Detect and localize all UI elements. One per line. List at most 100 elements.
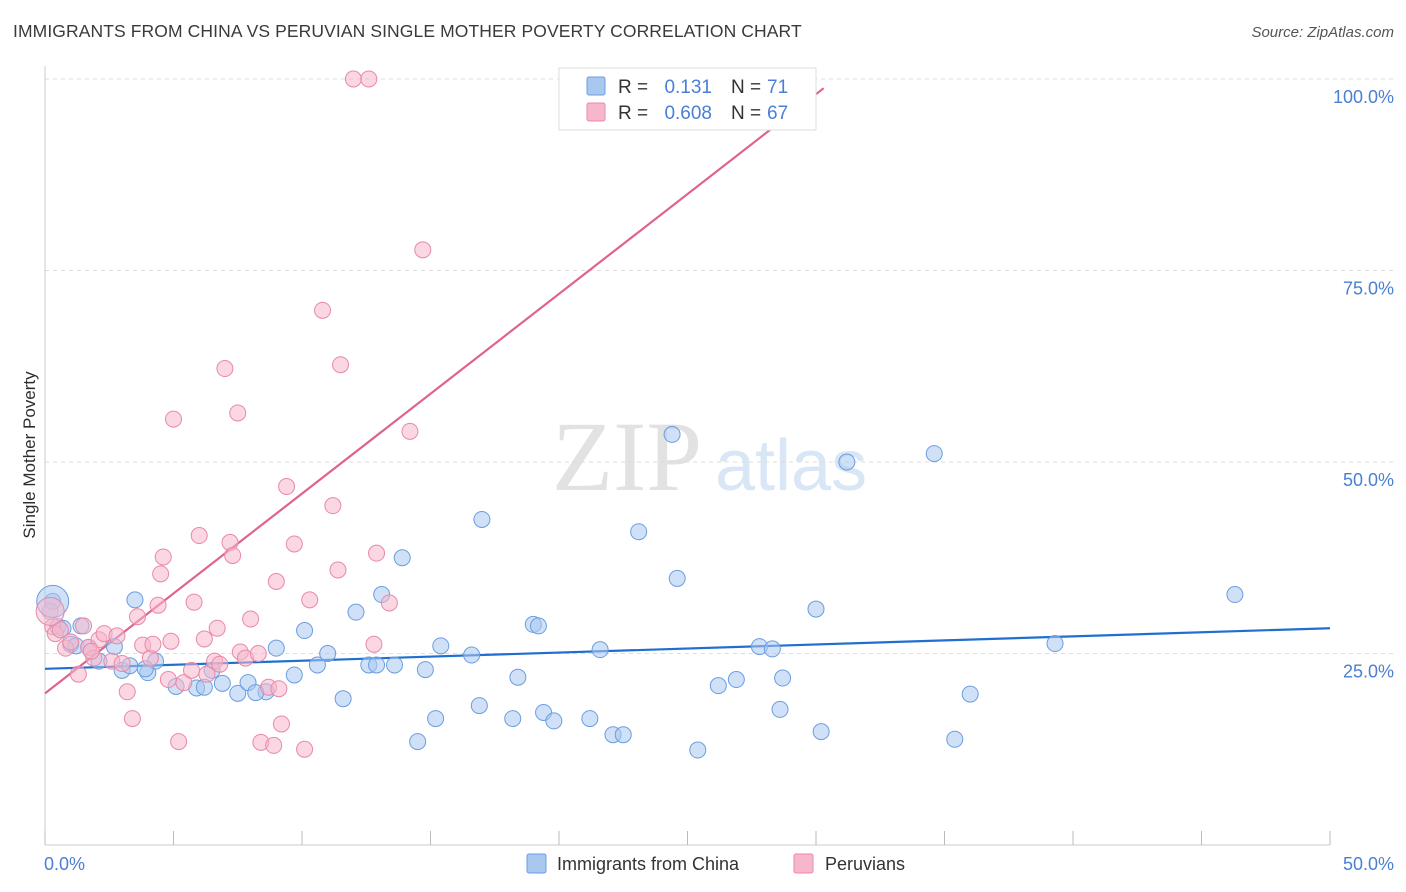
scatter-points xyxy=(35,70,1244,759)
point-peruvians xyxy=(332,356,350,374)
point-peruvians xyxy=(324,497,342,515)
point-china xyxy=(126,591,144,609)
point-peruvians xyxy=(285,535,303,553)
point-china xyxy=(427,710,445,728)
bottom-legend-swatch-peruvians xyxy=(793,853,814,874)
point-peruvians xyxy=(62,633,80,651)
point-peruvians xyxy=(368,544,386,562)
point-china xyxy=(393,549,411,567)
legend-n-label-peruvians: N = xyxy=(731,103,761,124)
point-peruvians xyxy=(182,661,200,679)
point-peruvians xyxy=(216,360,234,378)
grid-lines xyxy=(45,78,1395,654)
chart-title: IMMIGRANTS FROM CHINA VS PERUVIAN SINGLE… xyxy=(13,21,802,41)
point-china xyxy=(463,646,481,664)
point-peruvians xyxy=(265,736,283,754)
y-tick-label: 50.0% xyxy=(1343,470,1394,490)
x-tick-label: 50.0% xyxy=(1343,854,1394,874)
point-peruvians xyxy=(344,70,362,88)
point-china xyxy=(529,617,547,635)
point-peruvians xyxy=(51,621,69,639)
point-china xyxy=(807,600,825,618)
point-china xyxy=(545,712,563,730)
point-china xyxy=(838,453,856,471)
point-china xyxy=(727,671,745,689)
trend-line-china xyxy=(44,627,1331,670)
point-china xyxy=(630,523,648,541)
trend-lines xyxy=(44,87,1331,695)
point-china xyxy=(368,656,386,674)
point-china xyxy=(285,666,303,684)
point-peruvians xyxy=(185,593,203,611)
legend-n-label-china: N = xyxy=(731,77,761,98)
point-china xyxy=(319,645,337,662)
point-china xyxy=(925,445,943,463)
point-peruvians xyxy=(144,635,162,653)
point-peruvians xyxy=(190,527,208,545)
point-china xyxy=(416,661,434,679)
point-china xyxy=(229,684,247,702)
point-peruvians xyxy=(149,596,167,614)
bottom-legend-label-china: Immigrants from China xyxy=(557,854,740,874)
watermark-zip: ZIP xyxy=(552,401,702,512)
point-peruvians xyxy=(154,548,172,566)
tick-labels: 25.0% 50.0% 75.0% 100.0% 0.0% 50.0% xyxy=(44,87,1394,874)
point-peruvians xyxy=(365,635,383,653)
point-china xyxy=(267,639,285,657)
point-china xyxy=(663,425,681,443)
source-label: Source: ZipAtlas.com xyxy=(1251,24,1394,41)
x-tick-label: 0.0% xyxy=(44,854,85,874)
point-peruvians xyxy=(401,422,419,440)
legend-n-value-china: 71 xyxy=(767,77,788,98)
point-peruvians xyxy=(170,733,188,751)
y-tick-label: 75.0% xyxy=(1343,279,1394,299)
point-china xyxy=(771,700,789,718)
point-china xyxy=(763,640,781,658)
point-china xyxy=(774,669,792,687)
point-china xyxy=(296,622,314,640)
point-peruvians xyxy=(69,665,87,683)
point-peruvians xyxy=(329,561,347,579)
point-china xyxy=(473,510,491,528)
point-peruvians xyxy=(242,610,260,628)
point-china xyxy=(1046,635,1064,653)
point-peruvians xyxy=(123,710,141,728)
y-axis-label: Single Mother Poverty xyxy=(20,371,39,539)
point-china xyxy=(614,726,632,744)
point-china xyxy=(709,677,727,695)
legend-r-label-peruvians: R = xyxy=(618,103,648,124)
point-peruvians xyxy=(267,572,285,590)
point-china xyxy=(432,637,450,655)
bottom-legend-label-peruvians: Peruvians xyxy=(825,854,905,874)
point-peruvians xyxy=(208,619,226,637)
point-peruvians xyxy=(301,591,319,609)
point-peruvians xyxy=(380,594,398,612)
point-peruvians xyxy=(278,478,296,496)
point-peruvians xyxy=(195,630,213,648)
legend-top: R = 0.131 N = 71 R = 0.608 N = 67 xyxy=(558,67,817,131)
point-peruvians xyxy=(165,410,182,428)
point-peruvians xyxy=(224,546,242,564)
point-peruvians xyxy=(118,683,136,701)
point-china xyxy=(812,723,830,741)
point-peruvians xyxy=(35,596,65,626)
point-peruvians xyxy=(229,404,247,422)
legend-r-label-china: R = xyxy=(618,77,648,98)
point-china xyxy=(213,674,231,692)
point-china xyxy=(509,668,527,686)
point-peruvians xyxy=(270,680,288,698)
point-peruvians xyxy=(414,241,432,259)
point-china xyxy=(504,710,522,728)
legend-n-value-peruvians: 67 xyxy=(767,103,788,124)
point-peruvians xyxy=(162,632,180,650)
point-peruvians xyxy=(296,740,314,758)
legend-swatch-china xyxy=(586,76,606,96)
legend-r-value-peruvians: 0.608 xyxy=(664,103,712,124)
legend-bottom: Immigrants from China Peruvians xyxy=(526,853,905,874)
point-china xyxy=(946,730,964,748)
point-peruvians xyxy=(314,301,332,319)
point-peruvians xyxy=(211,655,229,673)
point-china xyxy=(1226,586,1244,604)
point-peruvians xyxy=(129,608,147,626)
